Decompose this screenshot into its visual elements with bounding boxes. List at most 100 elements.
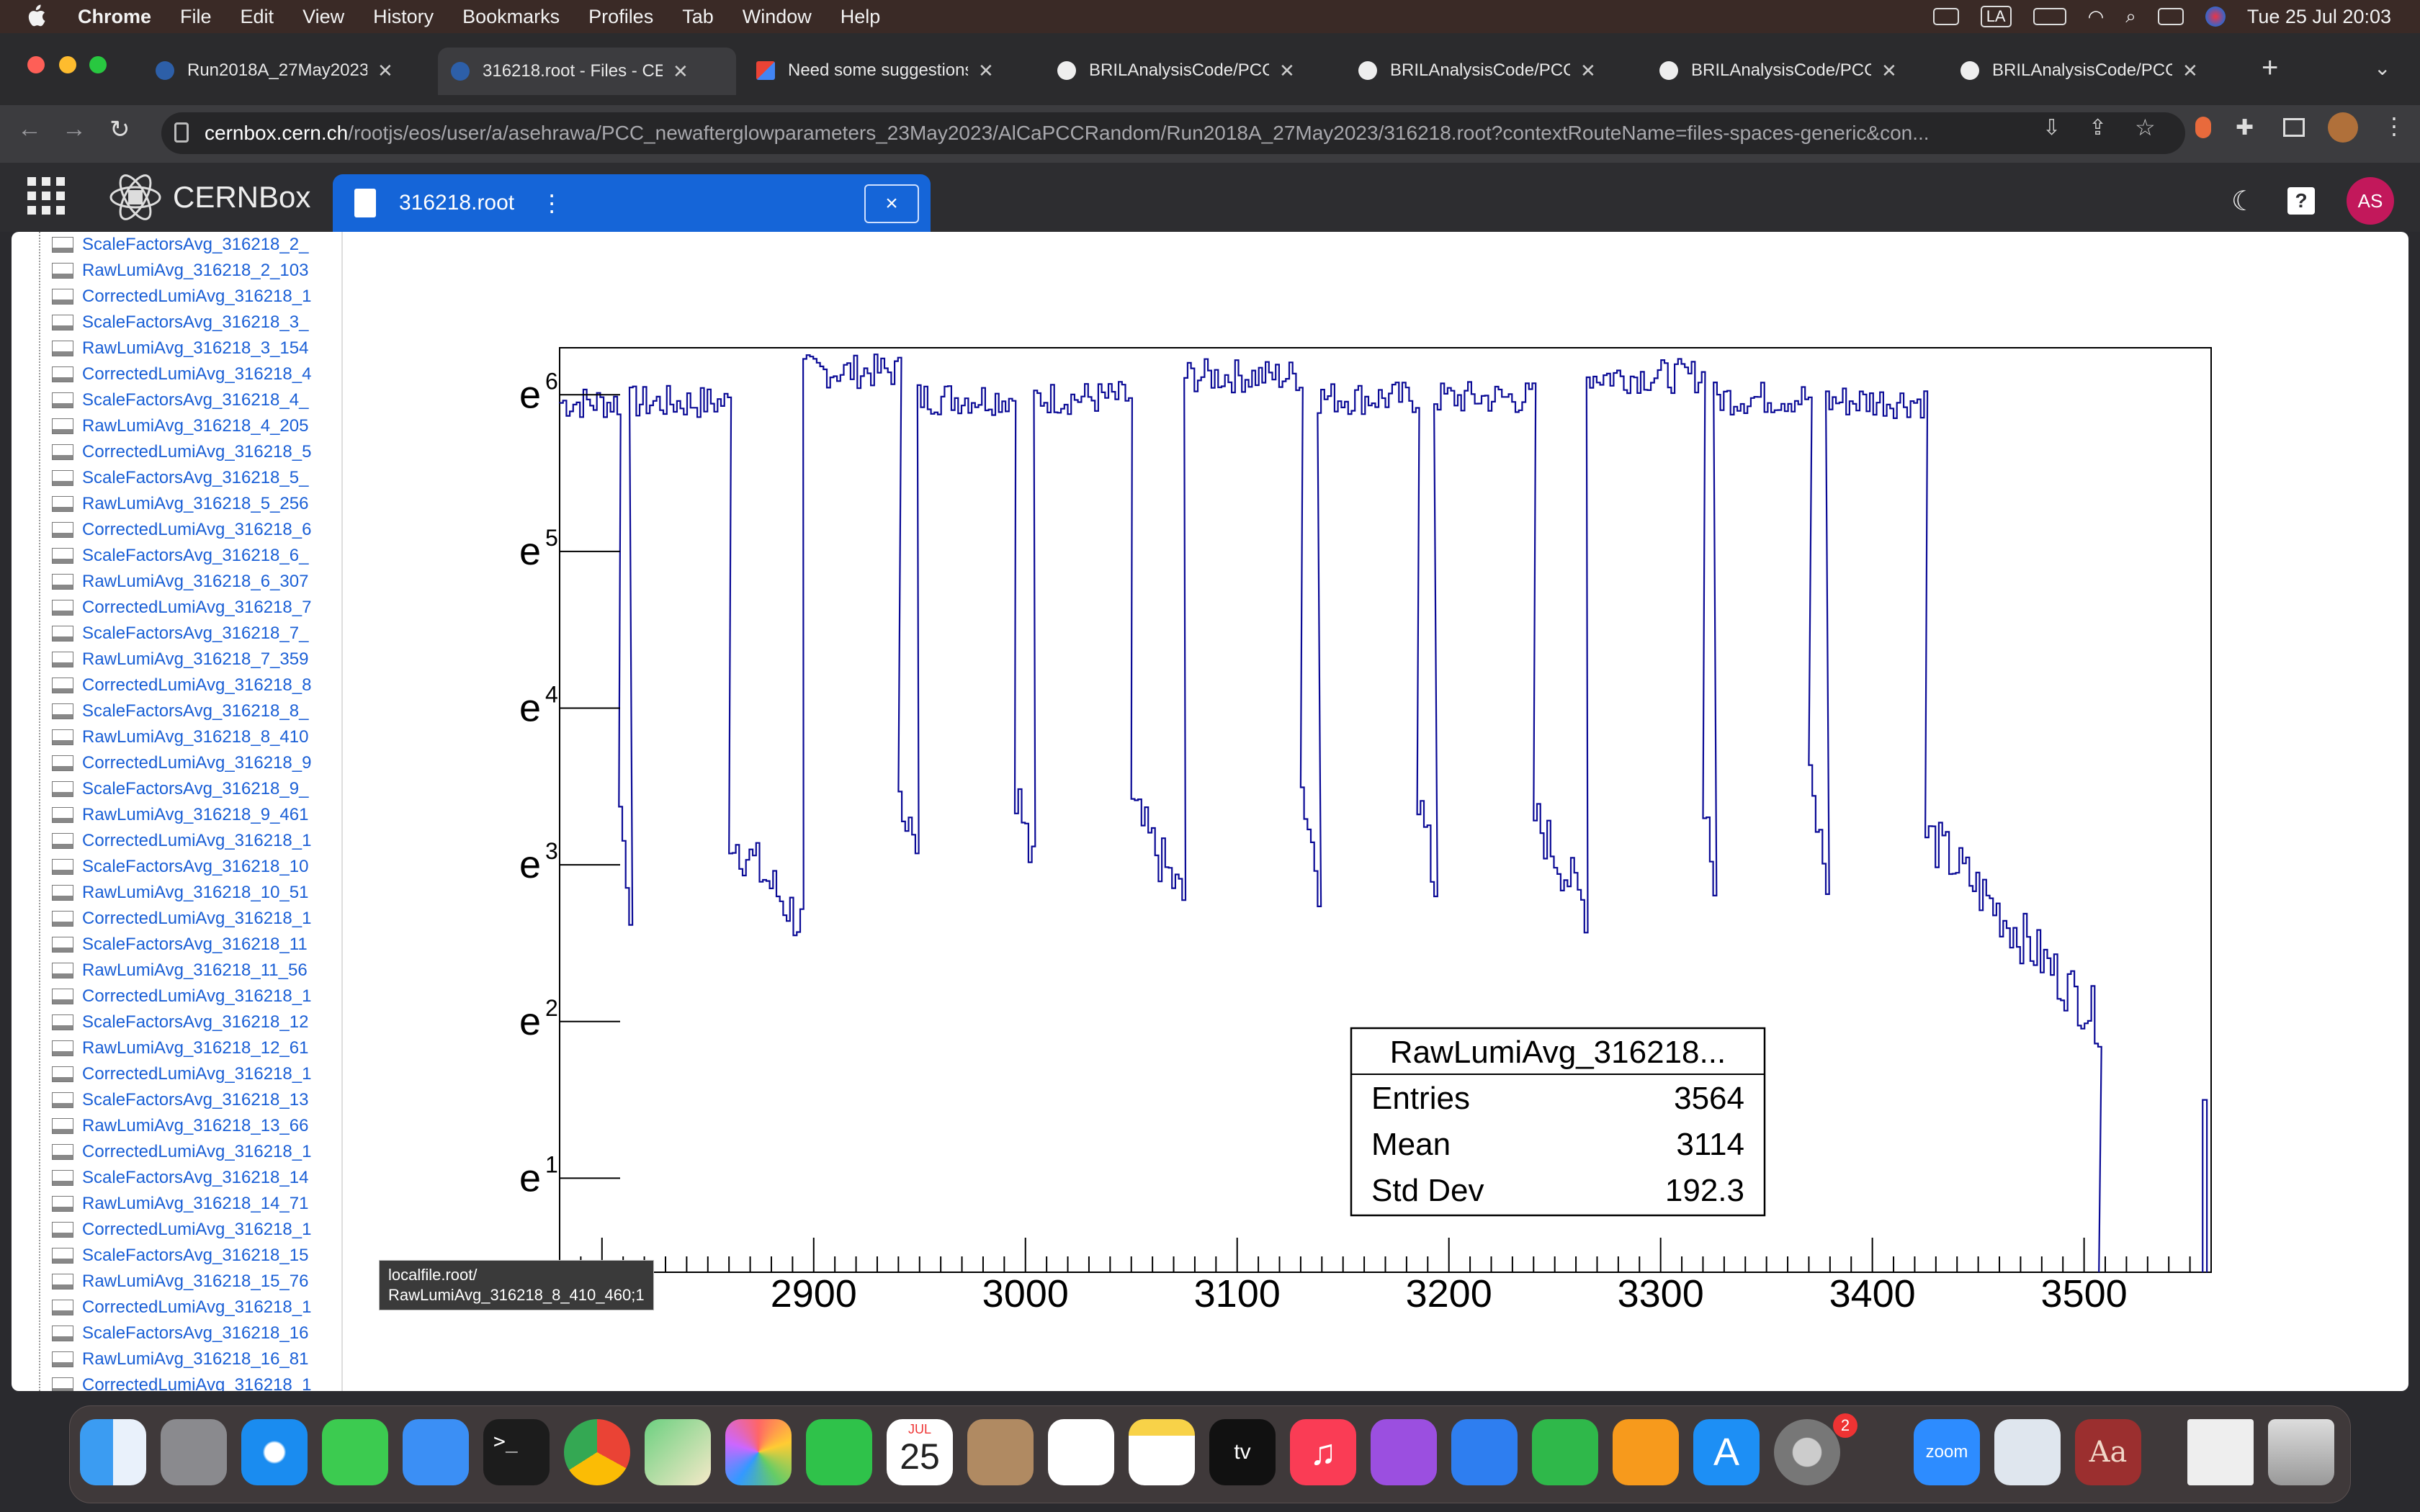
install-icon[interactable]: ⇩ [2043, 116, 2061, 140]
finder-icon[interactable] [80, 1419, 146, 1485]
tree-item[interactable]: ScaleFactorsAvg_316218_10 [52, 854, 340, 880]
back-icon[interactable]: ← [17, 115, 42, 143]
tree-item[interactable]: CorrectedLumiAvg_316218_7 [52, 595, 340, 621]
control-center-icon[interactable] [2157, 8, 2184, 25]
tree-item[interactable]: CorrectedLumiAvg_316218_1 [52, 1372, 340, 1391]
cernbox-logo[interactable]: CERNBox [108, 170, 310, 225]
tree-item[interactable]: RawLumiAvg_316218_6_307 [52, 569, 340, 595]
menu-edit[interactable]: Edit [240, 5, 274, 27]
site-info-icon[interactable] [174, 122, 189, 143]
tab-gmail[interactable]: Need some suggestions - ✕ [743, 49, 1039, 92]
music-icon[interactable]: ♫ [1290, 1419, 1356, 1485]
launchpad-icon[interactable] [161, 1419, 227, 1485]
tree-item[interactable]: CorrectedLumiAvg_316218_9 [52, 750, 340, 776]
apple-tv-icon[interactable]: tv [1209, 1419, 1276, 1485]
close-tab-icon[interactable]: ✕ [673, 60, 689, 82]
tree-item[interactable]: ScaleFactorsAvg_316218_14 [52, 1165, 340, 1191]
tree-item[interactable]: CorrectedLumiAvg_316218_5 [52, 439, 340, 465]
forward-icon[interactable]: → [62, 115, 86, 143]
tree-item[interactable]: RawLumiAvg_316218_12_61 [52, 1035, 340, 1061]
tree-item[interactable]: ScaleFactorsAvg_316218_9_ [52, 776, 340, 802]
tree-item[interactable]: ScaleFactorsAvg_316218_8_ [52, 698, 340, 724]
tree-item[interactable]: ScaleFactorsAvg_316218_5_ [52, 465, 340, 491]
messages-icon[interactable] [322, 1419, 388, 1485]
dictionary-icon[interactable]: Aa [2075, 1419, 2141, 1485]
tree-item[interactable]: RawLumiAvg_316218_16_81 [52, 1346, 340, 1372]
input-source-indicator[interactable]: LA [1980, 6, 2012, 27]
system-settings-icon[interactable] [1774, 1419, 1840, 1485]
menu-history[interactable]: History [373, 5, 434, 27]
battery-icon[interactable] [2033, 8, 2066, 25]
tree-item[interactable]: ScaleFactorsAvg_316218_6_ [52, 543, 340, 569]
tree-item[interactable]: CorrectedLumiAvg_316218_1 [52, 1139, 340, 1165]
close-tab-icon[interactable]: ✕ [978, 59, 994, 81]
tab-github-1[interactable]: BRILAnalysisCode/PCCAn✕ [1044, 49, 1341, 92]
tree-item[interactable]: CorrectedLumiAvg_316218_1 [52, 1061, 340, 1087]
theme-toggle-icon[interactable]: ☾ [2231, 186, 2256, 217]
help-icon[interactable]: ? [2287, 187, 2315, 215]
menu-file[interactable]: File [180, 5, 212, 27]
bookmark-star-icon[interactable]: ☆ [2135, 114, 2156, 140]
user-avatar[interactable]: AS [2347, 177, 2394, 225]
menu-view[interactable]: View [302, 5, 345, 27]
app-store-icon[interactable]: A [1693, 1419, 1760, 1485]
tree-item[interactable]: RawLumiAvg_316218_15_76 [52, 1269, 340, 1295]
wifi-icon[interactable]: ◠ [2087, 5, 2105, 27]
reload-icon[interactable]: ↻ [109, 116, 130, 143]
extension-icon[interactable] [2195, 117, 2211, 138]
facetime-icon[interactable] [806, 1419, 872, 1485]
tree-item[interactable]: ScaleFactorsAvg_316218_4_ [52, 387, 340, 413]
tree-item[interactable]: CorrectedLumiAvg_316218_6 [52, 517, 340, 543]
tab-316218-root[interactable]: 316218.root - Files - CERN✕ [438, 48, 736, 95]
close-file-button[interactable]: × [864, 184, 919, 223]
tree-item[interactable]: CorrectedLumiAvg_316218_1 [52, 828, 340, 854]
tree-item[interactable]: ScaleFactorsAvg_316218_13 [52, 1087, 340, 1113]
display-icon[interactable] [1932, 8, 1959, 25]
tab-run2018a[interactable]: Run2018A_27May2023 - ✕ [143, 49, 431, 92]
close-tab-icon[interactable]: ✕ [1881, 59, 1897, 81]
tree-item[interactable]: RawLumiAvg_316218_10_51 [52, 880, 340, 906]
tab-search-icon[interactable]: ⌄ [2374, 57, 2391, 79]
menu-profiles[interactable]: Profiles [588, 5, 654, 27]
trash-icon[interactable] [2268, 1419, 2334, 1485]
apple-icon[interactable] [26, 4, 48, 29]
menu-tab[interactable]: Tab [682, 5, 714, 27]
tree-item[interactable]: RawLumiAvg_316218_8_410 [52, 724, 340, 750]
tree-item[interactable]: CorrectedLumiAvg_316218_8 [52, 672, 340, 698]
tree-item[interactable]: ScaleFactorsAvg_316218_16 [52, 1320, 340, 1346]
close-window-button[interactable] [27, 56, 45, 73]
close-tab-icon[interactable]: ✕ [1279, 59, 1295, 81]
tab-github-2[interactable]: BRILAnalysisCode/PCCAn✕ [1345, 49, 1642, 92]
pages-icon[interactable] [1613, 1419, 1679, 1485]
zoom-window-button[interactable] [89, 56, 107, 73]
mail-icon[interactable] [403, 1419, 469, 1485]
tree-item[interactable]: ScaleFactorsAvg_316218_7_ [52, 621, 340, 647]
tree-item[interactable]: CorrectedLumiAvg_316218_4 [52, 361, 340, 387]
tree-item[interactable]: RawLumiAvg_316218_14_71 [52, 1191, 340, 1217]
notes-icon[interactable] [1129, 1419, 1195, 1485]
share-icon[interactable]: ⇪ [2089, 116, 2107, 140]
tree-item[interactable]: CorrectedLumiAvg_316218_1 [52, 284, 340, 310]
search-icon[interactable]: ⌕ [2125, 5, 2136, 27]
numbers-icon[interactable] [1532, 1419, 1598, 1485]
tree-item[interactable]: RawLumiAvg_316218_3_154 [52, 336, 340, 361]
minimize-window-button[interactable] [59, 56, 76, 73]
tree-item[interactable]: CorrectedLumiAvg_316218_1 [52, 1295, 340, 1320]
tree-item[interactable]: CorrectedLumiAvg_316218_1 [52, 906, 340, 932]
chrome-icon[interactable] [564, 1419, 630, 1485]
documents-stack-icon[interactable] [2187, 1419, 2254, 1485]
tree-item[interactable]: RawLumiAvg_316218_7_359 [52, 647, 340, 672]
tree-item[interactable]: ScaleFactorsAvg_316218_11 [52, 932, 340, 958]
clock[interactable]: Tue 25 Jul 20:03 [2246, 5, 2391, 27]
tree-item[interactable]: ScaleFactorsAvg_316218_3_ [52, 310, 340, 336]
keynote-icon[interactable] [1451, 1419, 1518, 1485]
reminders-icon[interactable] [1048, 1419, 1114, 1485]
tree-item[interactable]: RawLumiAvg_316218_11_56 [52, 958, 340, 984]
calendar-icon[interactable]: JUL 25 [887, 1419, 953, 1485]
close-tab-icon[interactable]: ✕ [2182, 59, 2198, 81]
preview-icon[interactable] [1994, 1419, 2061, 1485]
tree-item[interactable]: RawLumiAvg_316218_9_461 [52, 802, 340, 828]
tab-github-4[interactable]: BRILAnalysisCode/PCCAn✕ [1948, 49, 2243, 92]
profile-avatar[interactable] [2328, 112, 2358, 143]
